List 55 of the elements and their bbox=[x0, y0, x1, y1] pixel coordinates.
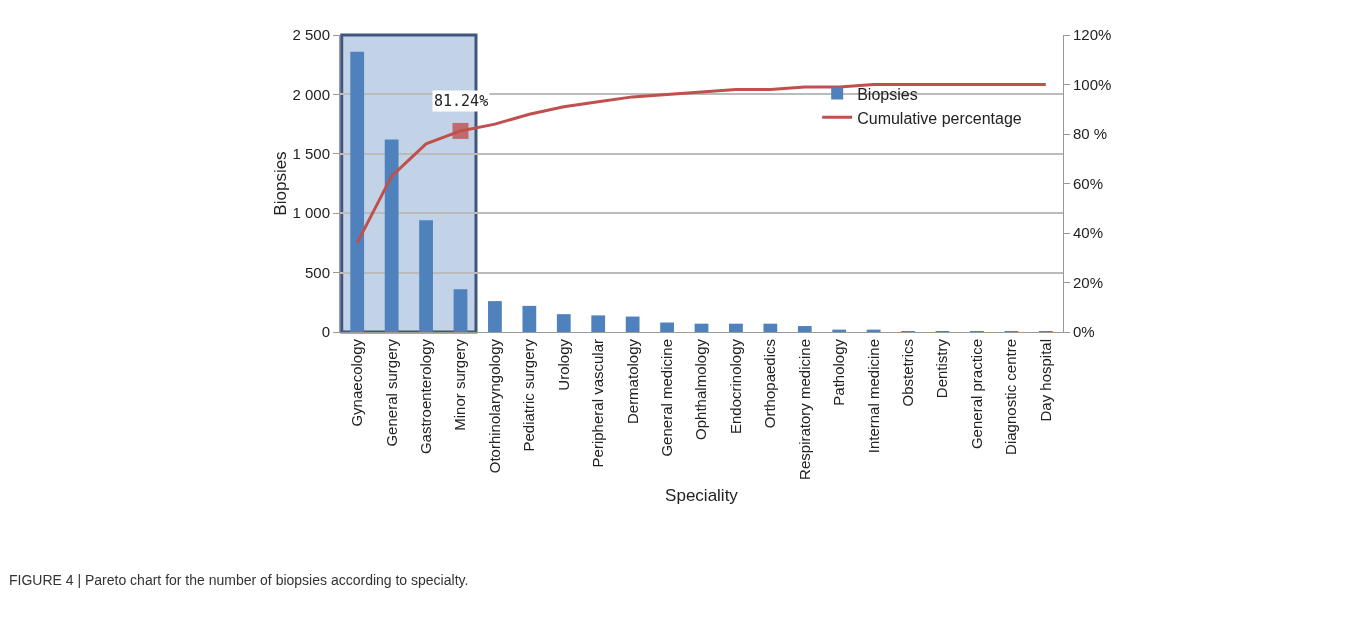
y-axis-title: Biopsies bbox=[271, 151, 291, 216]
y2-tick-label: 120% bbox=[1073, 26, 1112, 44]
x-tick-label: Urology bbox=[554, 338, 572, 391]
x-tick-label: Peripheral vascular bbox=[589, 339, 607, 468]
bar bbox=[522, 305, 537, 332]
x-tick-label: Pathology bbox=[830, 338, 848, 406]
bar bbox=[350, 51, 365, 332]
y-tick-label: 1 000 bbox=[292, 204, 330, 222]
y-tick-label: 2 500 bbox=[292, 26, 330, 44]
x-tick-label: Respiratory medicine bbox=[795, 339, 813, 480]
data-label: 81.24% bbox=[434, 92, 489, 110]
x-tick-label: General surgery bbox=[382, 338, 400, 447]
x-tick-label: Endocrinology bbox=[726, 338, 744, 435]
bar bbox=[453, 289, 468, 332]
bar bbox=[660, 322, 674, 332]
y-tick-label: 2 000 bbox=[292, 85, 330, 103]
y2-tick-label: 100% bbox=[1073, 75, 1112, 93]
x-tick-label: Orthopaedics bbox=[761, 339, 779, 429]
bar bbox=[591, 315, 606, 332]
x-tick-label: Ophthalmology bbox=[692, 338, 710, 440]
y-tick-label: 0 bbox=[321, 323, 330, 341]
x-tick-label: Internal medicine bbox=[864, 339, 882, 454]
bar bbox=[625, 316, 640, 332]
bar bbox=[729, 323, 743, 332]
line-series bbox=[355, 83, 1048, 245]
bar bbox=[694, 323, 709, 332]
legend-label: Biopsies bbox=[857, 85, 918, 103]
legend-label: Cumulative percentage bbox=[857, 109, 1022, 127]
y-tick-label: 500 bbox=[304, 263, 330, 281]
x-tick-label: General medicine bbox=[657, 339, 675, 457]
x-tick-label: Gynaecology bbox=[348, 338, 366, 427]
x-tick-label: Obstetrics bbox=[898, 339, 916, 407]
bar bbox=[384, 139, 399, 332]
x-tick-label: Gastroenterology bbox=[416, 338, 434, 455]
x-tick-label: Pediatric surgery bbox=[520, 338, 538, 452]
caption: FIGURE 4 | Pareto chart for the number of biopsies according to specialty. bbox=[9, 572, 469, 588]
bar bbox=[797, 326, 812, 332]
x-tick-label: Otorhinolaryngology bbox=[485, 338, 503, 474]
y2-tick-label: 40% bbox=[1073, 224, 1104, 242]
x-axis-title: Speciality bbox=[665, 486, 739, 506]
x-tick-label: Dermatology bbox=[623, 338, 641, 425]
y-tick-label: 1 500 bbox=[292, 145, 330, 163]
x-tick-label: Minor surgery bbox=[451, 338, 469, 431]
bar bbox=[488, 301, 502, 332]
bar bbox=[419, 220, 433, 332]
y2-tick-label: 60% bbox=[1073, 174, 1104, 192]
y2-tick-label: 80 % bbox=[1073, 125, 1108, 143]
bar bbox=[763, 323, 778, 332]
y2-tick-label: 0% bbox=[1073, 323, 1095, 341]
x-tick-label: General practice bbox=[967, 339, 985, 450]
x-tick-label: Day hospital bbox=[1036, 339, 1054, 422]
x-tick-label: Diagnostic centre bbox=[1002, 339, 1020, 455]
x-tick-label: Dentistry bbox=[933, 338, 951, 399]
bar bbox=[556, 314, 571, 332]
y2-tick-label: 20% bbox=[1073, 273, 1104, 291]
